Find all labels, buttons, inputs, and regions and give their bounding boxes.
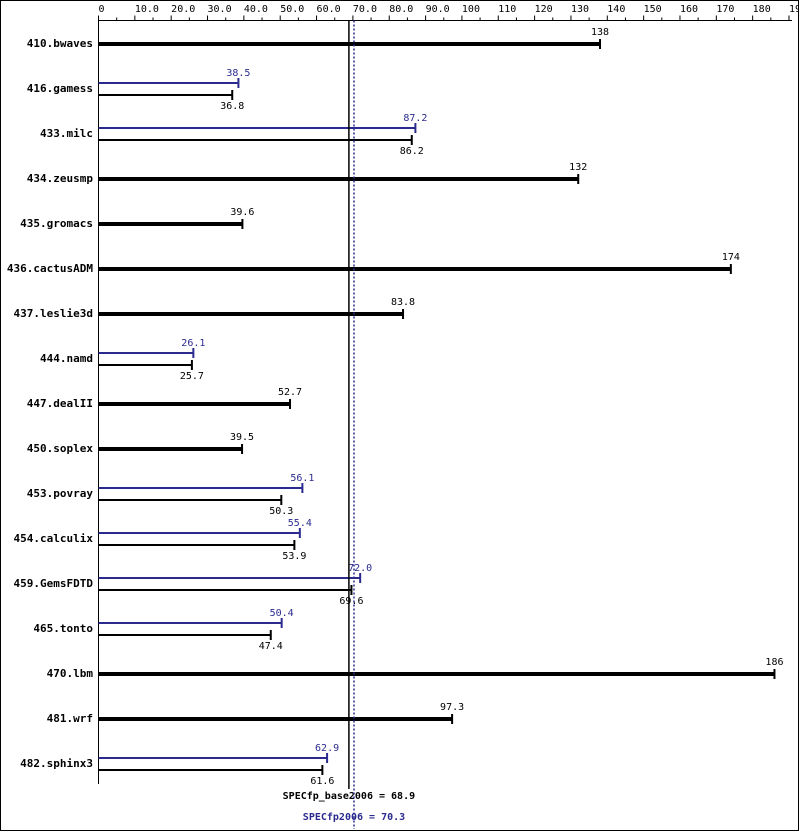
category-label: 437.leslie3d	[14, 307, 93, 320]
value-label: 87.2	[403, 113, 427, 124]
value-label: 25.7	[180, 371, 204, 382]
value-label: 56.1	[290, 473, 314, 484]
reference-label: SPECfp2006 = 70.3	[303, 812, 405, 823]
category-label: 465.tonto	[33, 622, 93, 635]
x-tick-label: 120	[535, 4, 553, 15]
x-tick-label: 140	[607, 4, 625, 15]
category-label: 470.lbm	[47, 667, 94, 680]
value-label: 86.2	[400, 146, 424, 157]
category-label: 410.bwaves	[27, 37, 93, 50]
x-tick-label: 50.0	[280, 4, 304, 15]
value-label: 72.0	[348, 563, 372, 574]
x-tick-label: 190	[789, 4, 799, 15]
value-label: 83.8	[391, 297, 415, 308]
x-tick-label: 180	[753, 4, 771, 15]
value-label: 55.4	[288, 518, 312, 529]
category-label: 459.GemsFDTD	[14, 577, 94, 590]
x-tick-label: 90.0	[426, 4, 450, 15]
value-label: 62.9	[315, 743, 339, 754]
value-label: 38.5	[226, 68, 250, 79]
x-tick-label: 60.0	[317, 4, 341, 15]
x-tick-label: 130	[571, 4, 589, 15]
category-label: 433.milc	[40, 127, 93, 140]
value-label: 52.7	[278, 387, 302, 398]
category-label: 481.wrf	[47, 712, 93, 725]
x-tick-label: 30.0	[208, 4, 232, 15]
category-label: 435.gromacs	[20, 217, 93, 230]
value-label: 174	[722, 252, 740, 263]
category-label: 434.zeusmp	[27, 172, 94, 185]
x-tick-label: 0	[99, 4, 105, 15]
value-label: 132	[569, 162, 587, 173]
value-label: 50.3	[269, 506, 293, 517]
x-tick-label: 100	[462, 4, 480, 15]
value-label: 39.6	[230, 207, 254, 218]
value-label: 36.8	[220, 101, 244, 112]
category-label: 482.sphinx3	[20, 757, 93, 770]
category-label: 444.namd	[40, 352, 93, 365]
value-label: 47.4	[259, 641, 283, 652]
value-label: 186	[765, 657, 783, 668]
category-label: 447.dealII	[27, 397, 93, 410]
x-tick-label: 40.0	[244, 4, 268, 15]
x-tick-label: 150	[644, 4, 662, 15]
value-label: 39.5	[230, 432, 254, 443]
value-label: 53.9	[282, 551, 306, 562]
value-label: 97.3	[440, 702, 464, 713]
x-tick-label: 10.0	[135, 4, 159, 15]
x-tick-label: 110	[498, 4, 516, 15]
value-label: 61.6	[310, 776, 334, 787]
category-label: 416.gamess	[27, 82, 93, 95]
value-label: 26.1	[181, 338, 205, 349]
x-tick-label: 70.0	[353, 4, 377, 15]
x-tick-label: 20.0	[171, 4, 195, 15]
category-label: 450.soplex	[27, 442, 94, 455]
x-tick-label: 80.0	[389, 4, 413, 15]
reference-label: SPECfp_base2006 = 68.9	[283, 791, 415, 802]
value-label: 69.6	[339, 596, 363, 607]
value-label: 50.4	[270, 608, 294, 619]
x-tick-label: 160	[680, 4, 698, 15]
category-label: 454.calculix	[14, 532, 94, 545]
x-tick-label: 170	[716, 4, 734, 15]
category-label: 453.povray	[27, 487, 94, 500]
value-label: 138	[591, 27, 609, 38]
category-label: 436.cactusADM	[7, 262, 93, 275]
